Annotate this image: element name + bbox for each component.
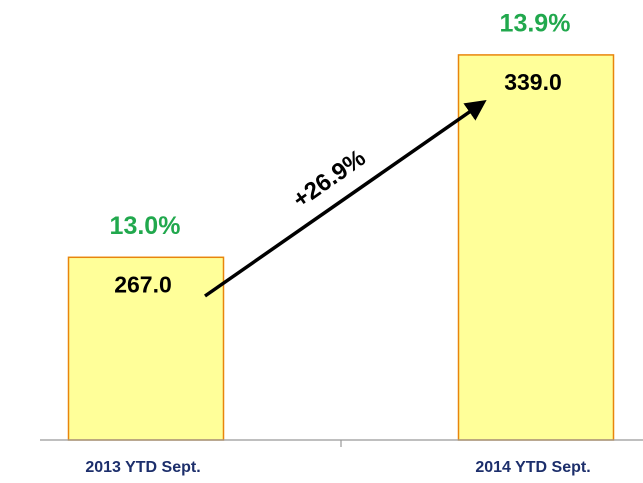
x-tick-label: 2013 YTD Sept. xyxy=(85,459,200,476)
bar xyxy=(67,256,225,441)
top-label: 13.0% xyxy=(110,212,181,240)
top-label: 13.9% xyxy=(500,10,571,38)
bars xyxy=(67,54,615,441)
x-tick-label: 2014 YTD Sept. xyxy=(475,459,590,476)
growth-label: +26.9% xyxy=(288,144,371,213)
bar xyxy=(457,54,615,441)
value-label: 339.0 xyxy=(504,69,562,95)
growth-arrow xyxy=(204,100,487,298)
value-label: 267.0 xyxy=(114,271,172,297)
